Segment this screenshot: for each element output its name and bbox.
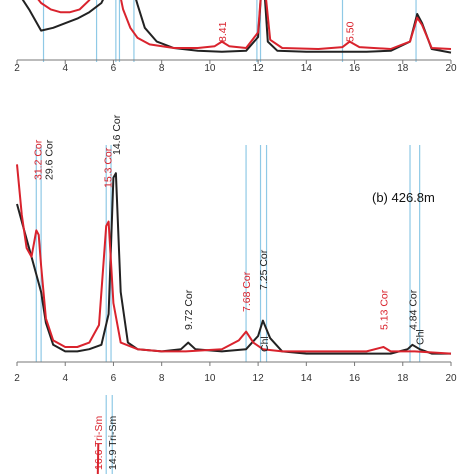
x-tick-label: 14 [301,63,313,74]
peak-label: 16.6 Tri-Sm [93,415,105,470]
panel-a: 2 4 6 8 10 12 14 16 18 20 8.41 5.50 [14,0,457,74]
peak-label: 8.41 [217,21,229,42]
series-line-sample-2 [16,164,452,355]
x-tick-label: 10 [204,63,216,74]
peak-label: Chl [259,336,271,352]
x-tick-label: 12 [253,63,265,74]
x-tick-label: 12 [253,373,265,384]
x-tick-label: 18 [397,373,409,384]
x-tick-label: 8 [159,63,165,74]
x-tick-label: 14 [301,373,313,384]
peak-label: 7.25 Cor [258,249,270,290]
series-line-sample-1 [21,0,452,54]
peak-label: 5.13 Cor [378,289,390,330]
x-tick-label: 4 [62,373,68,384]
x-tick-label: 4 [62,63,68,74]
peak-label: 15.3 Cor [102,147,114,188]
x-tick-label: 16 [349,63,361,74]
x-tick-label: 8 [159,373,165,384]
x-tick-label: 6 [111,63,117,74]
peak-label: 14.9 Tri-Sm [107,415,119,470]
panel-title: (b) 426.8m [372,190,435,205]
x-tick-label: 20 [445,373,457,384]
peak-label: 4.84 Cor [407,289,419,330]
x-tick-label: 20 [445,63,457,74]
x-tick-label: 10 [204,373,216,384]
peak-label: 31.2 Cor [32,139,44,180]
series-line-sample-1 [16,172,451,355]
x-tick-label: 18 [397,63,409,74]
x-tick-label: 2 [14,373,20,384]
peak-label: Chl [415,329,427,345]
peak-label: 7.68 Cor [241,271,253,312]
series-line-sample-1 [96,443,100,474]
x-tick-label: 2 [14,63,20,74]
x-tick-label: 16 [349,373,361,384]
peak-label: 14.6 Cor [111,114,123,155]
panel-c: 16.6 Tri-Sm 14.9 Tri-Sm [93,395,119,474]
x-tick-label: 6 [111,373,117,384]
peak-label: 5.50 [345,21,357,42]
peak-label: 29.6 Cor [43,139,55,180]
peak-label: 9.72 Cor [183,289,195,330]
series-line-sample-2 [37,0,452,50]
